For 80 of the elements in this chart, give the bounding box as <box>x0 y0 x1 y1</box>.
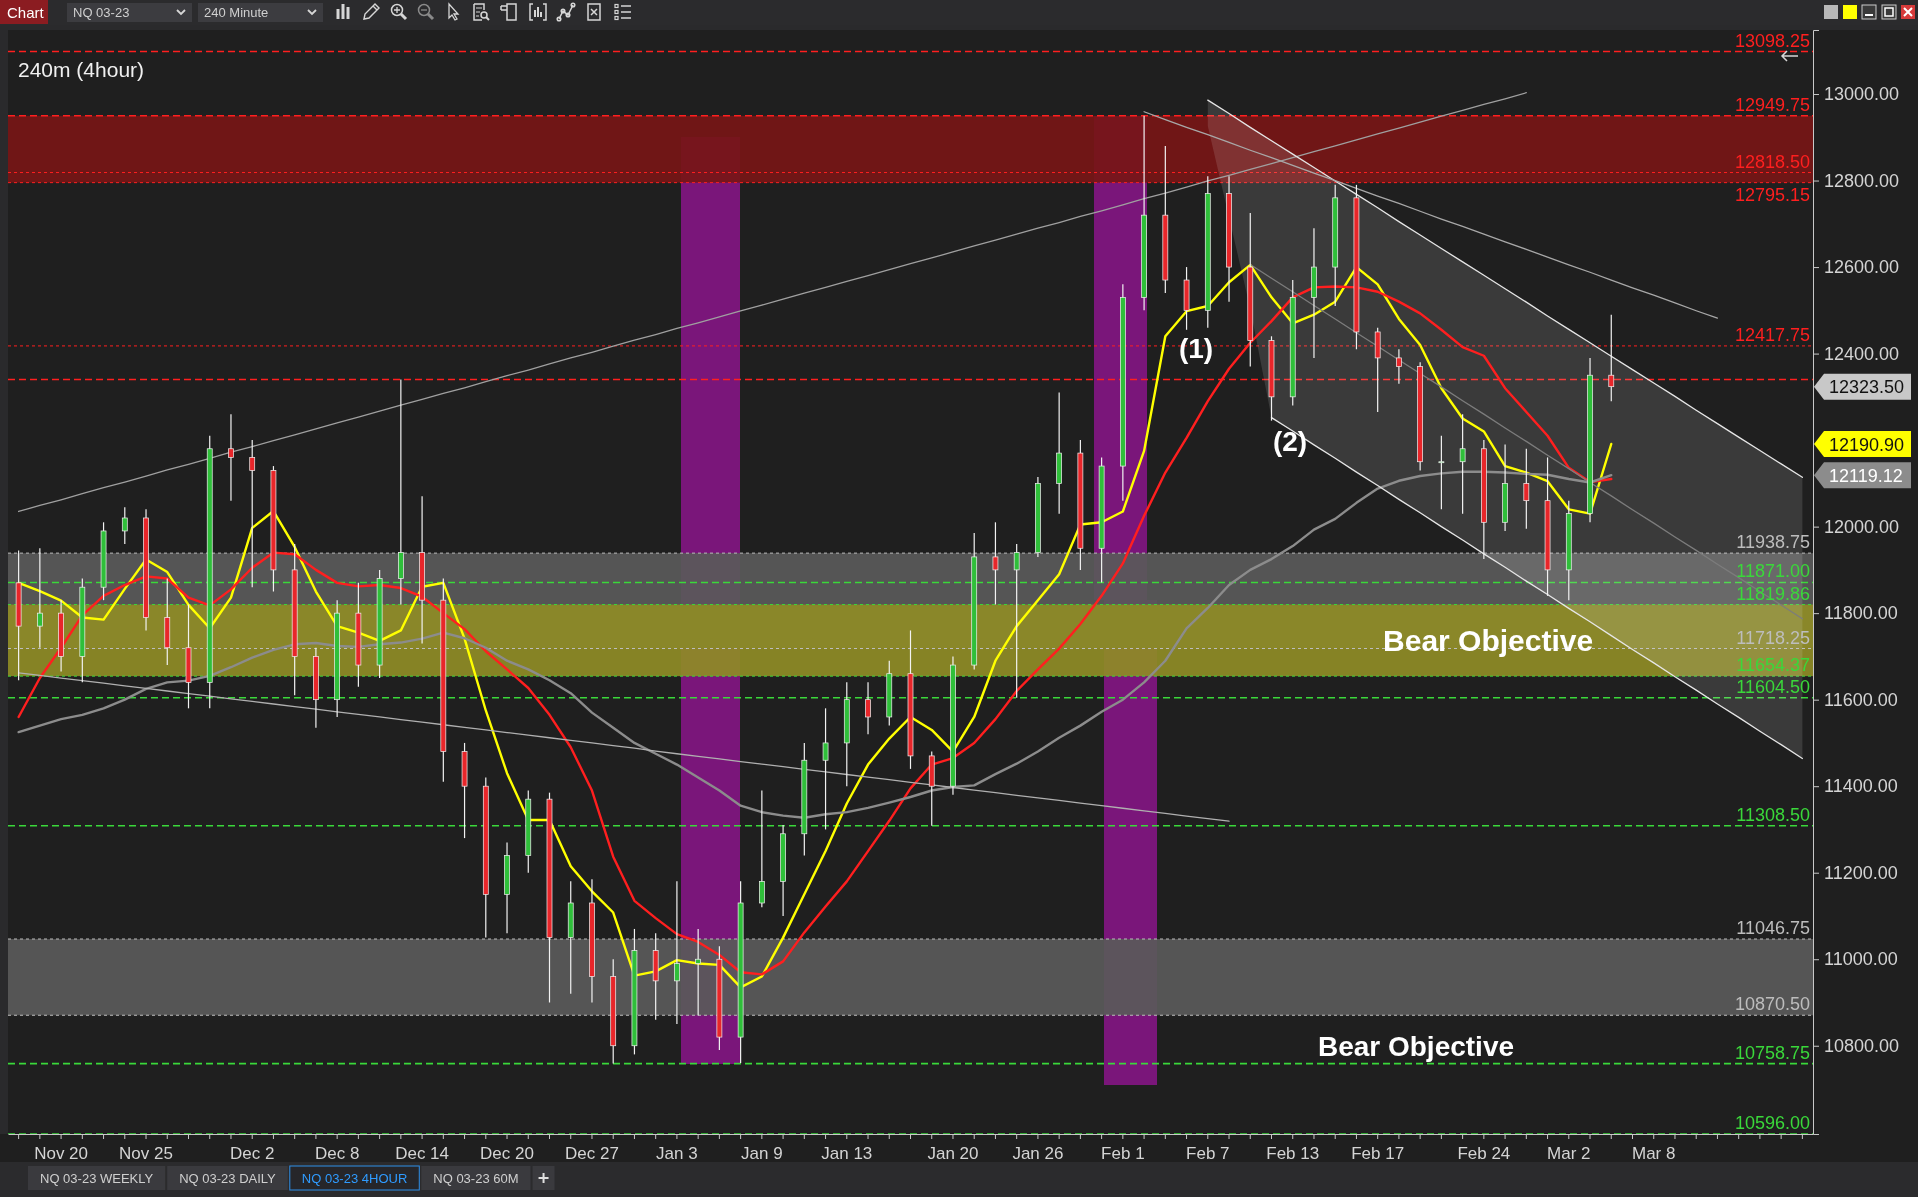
y-tick-label: 13000.00 <box>1824 84 1900 105</box>
y-tick-label: 12400.00 <box>1824 343 1900 364</box>
text: NQ 03-23 4HOUR <box>301 1171 408 1186</box>
y-tick-label: 12800.00 <box>1824 170 1900 191</box>
ref-line-label: 12795.15 <box>1734 184 1810 205</box>
y-tick-label: 11600.00 <box>1824 689 1898 710</box>
x-tick-label: Feb 7 <box>1186 1144 1230 1164</box>
candlestick <box>121 506 128 545</box>
x-tick-label: Jan 9 <box>741 1144 783 1164</box>
x-tick-label: Feb 24 <box>1457 1144 1511 1164</box>
text: Chart <box>7 4 45 21</box>
x-tick-label: Dec 2 <box>229 1144 275 1164</box>
annotation: (2) <box>1272 425 1308 457</box>
x-tick-label: Jan 3 <box>656 1144 698 1164</box>
annotation: Bear Objective <box>1317 1030 1515 1062</box>
candlestick <box>1459 413 1466 515</box>
ref-line-label: 12818.50 <box>1734 151 1810 172</box>
candlestick <box>249 439 256 588</box>
y-tick-label: 12000.00 <box>1824 516 1900 537</box>
y-tick-label: 11400.00 <box>1824 776 1898 797</box>
x-tick-label: Jan 20 <box>927 1144 979 1164</box>
x-tick-label: Nov 25 <box>119 1144 173 1164</box>
y-tick-label: 11200.00 <box>1824 862 1898 883</box>
ref-line-label: 11819.86 <box>1736 583 1810 604</box>
x-tick-label: Feb 13 <box>1266 1144 1320 1164</box>
line-series <box>17 470 1613 819</box>
x-tick-label: Jan 13 <box>821 1144 873 1164</box>
candlestick <box>1608 314 1615 402</box>
text: 240m (4hour) <box>18 58 145 81</box>
ref-line-label: 12949.75 <box>1734 94 1810 115</box>
x-tick-label: Nov 20 <box>34 1144 89 1164</box>
text: 12323.50 <box>1829 377 1905 398</box>
ref-line-label: 10596.00 <box>1734 1113 1810 1133</box>
candlestick <box>1438 435 1445 510</box>
x-tick-label: Mar 8 <box>1632 1144 1676 1164</box>
text: 12119.12 <box>1829 465 1903 486</box>
candlestick <box>674 880 680 1025</box>
ref-line-label: 11718.25 <box>1736 627 1810 648</box>
x-tick-label: Dec 20 <box>480 1144 534 1164</box>
candlestick <box>865 681 871 735</box>
candlestick <box>1013 543 1020 699</box>
ref-line-label: 11046.75 <box>1736 918 1810 938</box>
y-tick-label: 12600.00 <box>1824 257 1900 278</box>
y-tick-label: 10800.00 <box>1824 1036 1900 1057</box>
ref-line-label: 12417.75 <box>1734 324 1810 345</box>
candlestick <box>759 789 765 908</box>
text: NQ 03-23 <box>73 5 130 20</box>
x-tick-label: Dec 8 <box>314 1144 360 1164</box>
x-tick-label: Dec 27 <box>565 1144 619 1164</box>
line-series <box>17 672 1230 822</box>
annotation: (1) <box>1178 332 1214 364</box>
x-tick-label: Mar 2 <box>1547 1144 1591 1164</box>
candlestick <box>1396 348 1402 385</box>
text: NQ 03-23 60M <box>433 1171 519 1186</box>
candlestick <box>398 378 404 606</box>
text: 240 Minute <box>204 5 269 20</box>
x-tick-label: Dec 14 <box>395 1144 450 1164</box>
ref-line-label: 13098.25 <box>1734 30 1810 51</box>
ref-line-label: 11938.75 <box>1736 532 1810 553</box>
text: 12190.90 <box>1829 434 1905 455</box>
y-tick-label: 11000.00 <box>1824 949 1898 970</box>
x-tick-label: Jan 26 <box>1012 1144 1064 1164</box>
ref-line-label: 10870.50 <box>1734 994 1810 1015</box>
ref-line-label: 11654.37 <box>1736 655 1810 676</box>
x-tick-label: Feb 17 <box>1351 1144 1405 1164</box>
text: NQ 03-23 WEEKLY <box>40 1171 154 1186</box>
candlestick <box>822 707 829 831</box>
ref-line-label: 11871.00 <box>1736 561 1810 582</box>
candlestick <box>1523 448 1530 530</box>
candlestick <box>37 547 43 649</box>
candlestick <box>695 928 701 1017</box>
ref-line-label: 11308.50 <box>1736 804 1810 825</box>
x-tick-label: Feb 1 <box>1101 1144 1145 1164</box>
band-label: Bear Objective <box>1383 623 1594 657</box>
candlestick <box>992 521 999 606</box>
candlestick <box>228 413 234 502</box>
ref-line-label: 10758.75 <box>1734 1042 1810 1063</box>
y-tick-label: 11800.00 <box>1824 603 1898 624</box>
ref-line-label: 11604.50 <box>1736 676 1810 697</box>
text: NQ 03-23 DAILY <box>179 1171 277 1186</box>
